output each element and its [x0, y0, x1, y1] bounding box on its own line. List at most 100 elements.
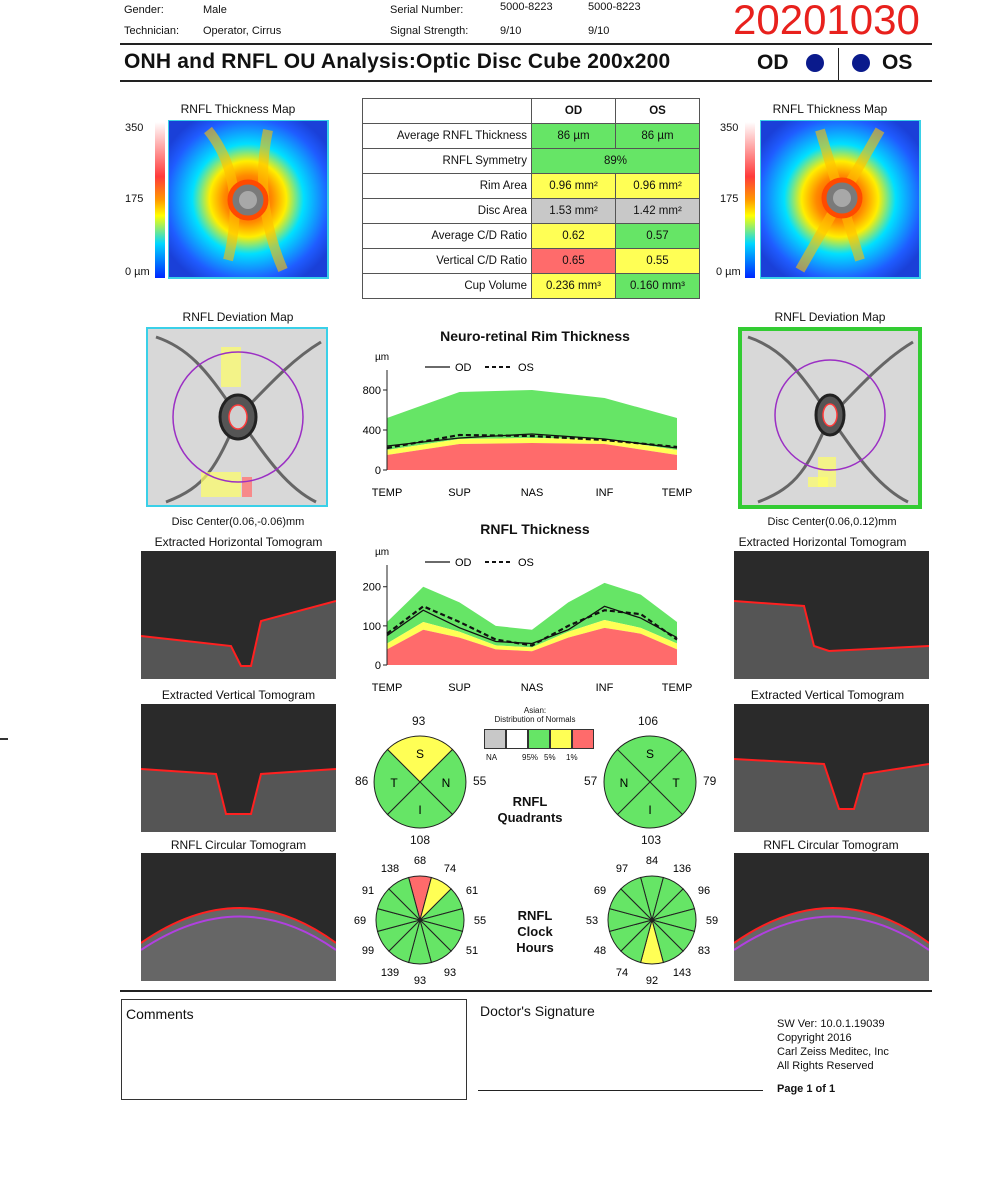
os-clock-value: 84 — [646, 855, 658, 867]
os-horizontal-tomogram-title: Extracted Horizontal Tomogram — [738, 535, 907, 549]
os-quad-bottom: 103 — [641, 833, 662, 847]
x-tick-label: TEMP — [662, 682, 693, 694]
os-label: OS — [882, 51, 913, 74]
os-quad-I: I — [648, 803, 651, 817]
od-quad-left: 86 — [355, 774, 369, 788]
od-clock-sector — [388, 876, 421, 922]
od-circular-tomogram-title: RNFL Circular Tomogram — [170, 838, 307, 852]
os-circular-tomogram — [734, 853, 929, 981]
sw-version: SW Ver: 10.0.1.19039 — [777, 1018, 885, 1030]
cell-od: 1.53 mm² — [531, 198, 616, 224]
os-clock-value: 69 — [594, 885, 606, 897]
os-clock-value: 59 — [706, 915, 718, 927]
cell-od: 86 µm — [531, 123, 616, 149]
od-vertical-tomogram-title: Extracted Vertical Tomogram — [161, 688, 316, 702]
row-label: Average RNFL Thickness — [362, 123, 532, 149]
normals-1: 1% — [566, 753, 578, 762]
technician-label: Technician: — [124, 25, 180, 37]
margin-mark — [0, 738, 8, 740]
header-rule-bottom — [120, 80, 932, 82]
os-horizontal-tomogram — [734, 551, 929, 679]
clock-label-line3: Hours — [516, 940, 554, 955]
chart-rim: µm 800 400 0 TEMP SUP NAS INF TEMP OD OS — [363, 352, 693, 499]
od-scale-top: 350 — [125, 122, 144, 134]
cell-os: 0.160 mm³ — [615, 273, 700, 299]
signature-line — [478, 1090, 763, 1091]
table-header-os: OS — [615, 98, 700, 124]
od-thickness-map-title: RNFL Thickness Map — [180, 102, 296, 116]
od-clock-value: 68 — [414, 855, 426, 867]
row-label: Average C/D Ratio — [362, 223, 532, 249]
comments-label: Comments — [126, 1006, 194, 1022]
x-tick-label: INF — [596, 682, 614, 694]
quadrants-label-line2: Quadrants — [497, 810, 563, 825]
os-vertical-tomogram-title: Extracted Vertical Tomogram — [750, 688, 905, 702]
od-clock-value: 138 — [381, 863, 399, 875]
normal-band-green — [387, 582, 677, 648]
gender-label: Gender: — [124, 4, 164, 16]
chart-rnfl-title: RNFL Thickness — [480, 521, 590, 537]
y-tick-label: 100 — [363, 621, 381, 633]
serial-od: 5000-8223 — [500, 1, 553, 13]
cell-od: 0.236 mm³ — [531, 273, 616, 299]
od-vertical-tomogram — [141, 704, 336, 832]
x-tick-label: NAS — [521, 487, 544, 499]
series-od-line — [386, 605, 678, 645]
header-rule-top — [120, 43, 932, 45]
os-clock-value: 53 — [586, 915, 598, 927]
od-clock-value: 139 — [381, 967, 399, 979]
od-quad-S: S — [416, 747, 424, 761]
x-tick-label: TEMP — [662, 487, 693, 499]
y-tick-label: 800 — [363, 385, 381, 397]
y-axis-unit-label: µm — [375, 547, 389, 558]
os-deviation-map — [738, 327, 922, 509]
od-quad-bottom: 108 — [410, 833, 431, 847]
od-quad-T: T — [390, 776, 398, 790]
y-tick-label: 0 — [375, 465, 381, 477]
normal-band-red — [387, 627, 677, 665]
od-quad-top: 93 — [412, 714, 426, 728]
legend-os-label: OS — [518, 557, 534, 569]
footer-rule — [120, 990, 932, 992]
serial-os: 5000-8223 — [588, 1, 641, 13]
x-tick-label: INF — [596, 487, 614, 499]
od-clock-value: 55 — [474, 915, 486, 927]
normals-legend-title: Asian: Distribution of Normals — [490, 706, 580, 724]
os-quad-left: 57 — [584, 774, 598, 788]
cell-os: 0.96 mm² — [615, 173, 700, 199]
od-deviation-title: RNFL Deviation Map — [182, 310, 294, 324]
os-eye-dot-icon — [852, 54, 870, 72]
cell-both: 89% — [531, 148, 700, 174]
os-clock-value: 97 — [616, 863, 628, 875]
table-header-od: OD — [531, 98, 616, 124]
os-thickness-map-title: RNFL Thickness Map — [772, 102, 888, 116]
legend-od-label: OD — [455, 362, 472, 374]
od-clock-value: 91 — [362, 885, 374, 897]
page-number: Page 1 of 1 — [777, 1083, 836, 1095]
os-quad-N: N — [620, 776, 629, 790]
x-tick-label: SUP — [448, 487, 471, 499]
os-circular-tomogram-title: RNFL Circular Tomogram — [763, 838, 899, 852]
comments-box[interactable]: Comments — [121, 999, 467, 1100]
normals-na: NA — [486, 753, 498, 762]
y-tick-label: 400 — [363, 425, 381, 437]
y-tick-label: 200 — [363, 582, 381, 594]
normals-legend-line2: Distribution of Normals — [494, 715, 576, 724]
od-quad-I: I — [418, 803, 421, 817]
od-scale-bottom: 0 µm — [125, 266, 150, 278]
normal-band-yellow — [387, 438, 677, 455]
od-eye-dot-icon — [806, 54, 824, 72]
quadrants-label: RNFL Quadrants — [490, 794, 570, 826]
x-tick-label: NAS — [521, 682, 544, 694]
cell-os: 0.55 — [615, 248, 700, 274]
os-thickness-map — [760, 120, 921, 279]
od-quadrant-chart: S T N I — [373, 735, 467, 829]
eye-divider — [838, 48, 839, 80]
chart-rim-title: Neuro-retinal Rim Thickness — [440, 328, 630, 344]
clock-label-line2: Clock — [517, 924, 553, 939]
os-quadrant-chart: S N T I — [603, 735, 697, 829]
signal-od: 9/10 — [500, 25, 522, 37]
table-row: RNFL Symmetry 89% — [362, 148, 700, 174]
od-label: OD — [757, 51, 789, 74]
y-axis-unit-label: µm — [375, 352, 389, 363]
